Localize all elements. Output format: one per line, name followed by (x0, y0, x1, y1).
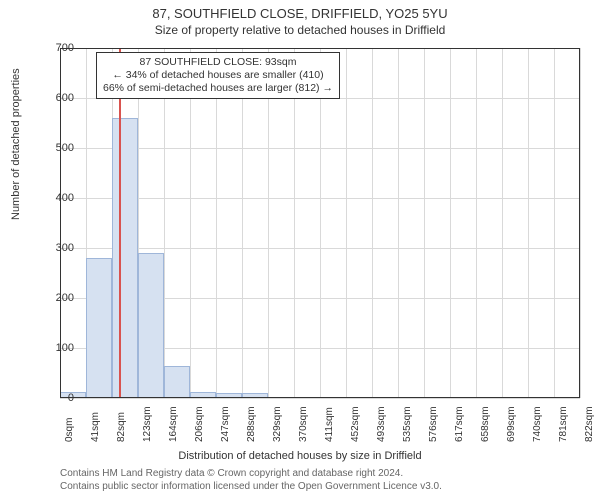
x-tick-label: 493sqm (376, 406, 387, 442)
y-tick-label: 700 (34, 42, 74, 54)
x-tick-label: 576sqm (428, 406, 439, 442)
x-tick-label: 781sqm (558, 406, 569, 442)
chart-container: { "title": "87, SOUTHFIELD CLOSE, DRIFFI… (0, 0, 600, 500)
gridline-v (346, 48, 347, 398)
gridline-v (528, 48, 529, 398)
histogram-bar (242, 393, 268, 398)
chart-title: 87, SOUTHFIELD CLOSE, DRIFFIELD, YO25 5Y… (0, 0, 600, 21)
x-tick-label: 411sqm (324, 407, 335, 442)
annotation-line2: ← 34% of detached houses are smaller (41… (103, 69, 333, 82)
gridline-v (216, 48, 217, 398)
gridline-v (294, 48, 295, 398)
chart-subtitle: Size of property relative to detached ho… (0, 21, 600, 37)
gridline-v (164, 48, 165, 398)
gridline-v (580, 48, 581, 398)
gridline-v (554, 48, 555, 398)
histogram-bar (190, 392, 216, 399)
histogram-bar (164, 366, 191, 399)
x-tick-label: 822sqm (584, 406, 595, 442)
y-tick-label: 600 (34, 92, 74, 104)
caption-line1: Contains HM Land Registry data © Crown c… (60, 468, 442, 481)
y-tick-label: 400 (34, 192, 74, 204)
property-marker-line (119, 48, 121, 398)
histogram-bar (112, 118, 138, 398)
gridline-h (60, 398, 580, 399)
annotation-box: 87 SOUTHFIELD CLOSE: 93sqm ← 34% of deta… (96, 52, 340, 99)
gridline-v (450, 48, 451, 398)
x-tick-label: 740sqm (532, 406, 543, 442)
x-tick-label: 164sqm (168, 406, 179, 442)
x-tick-label: 452sqm (350, 406, 361, 442)
plot-area (60, 48, 580, 398)
y-axis-title: Number of detached properties (10, 68, 22, 220)
gridline-v (476, 48, 477, 398)
caption-line2: Contains public sector information licen… (60, 481, 442, 494)
x-tick-label: 288sqm (246, 406, 257, 442)
gridline-v (398, 48, 399, 398)
x-tick-label: 123sqm (142, 406, 153, 442)
x-tick-label: 206sqm (194, 406, 205, 442)
gridline-v (190, 48, 191, 398)
histogram-bar (138, 253, 164, 398)
gridline-v (372, 48, 373, 398)
y-tick-label: 0 (34, 392, 74, 404)
annotation-line3: 66% of semi-detached houses are larger (… (103, 82, 333, 95)
x-tick-label: 329sqm (272, 406, 283, 442)
x-tick-label: 247sqm (220, 406, 231, 442)
annotation-line1: 87 SOUTHFIELD CLOSE: 93sqm (103, 56, 333, 69)
x-axis-title: Distribution of detached houses by size … (0, 450, 600, 462)
gridline-v (320, 48, 321, 398)
gridline-v (242, 48, 243, 398)
gridline-v (502, 48, 503, 398)
histogram-bar (216, 393, 242, 398)
x-tick-label: 658sqm (480, 406, 491, 442)
gridline-v (424, 48, 425, 398)
x-tick-label: 41sqm (90, 412, 101, 442)
x-tick-label: 699sqm (506, 406, 517, 442)
x-tick-label: 82sqm (116, 412, 127, 442)
x-tick-label: 370sqm (298, 406, 309, 442)
y-tick-label: 300 (34, 242, 74, 254)
y-tick-label: 100 (34, 342, 74, 354)
x-tick-label: 617sqm (454, 406, 465, 442)
x-tick-label: 0sqm (64, 418, 75, 442)
gridline-v (268, 48, 269, 398)
caption: Contains HM Land Registry data © Crown c… (60, 468, 442, 493)
y-tick-label: 200 (34, 292, 74, 304)
histogram-bar (86, 258, 112, 398)
y-tick-label: 500 (34, 142, 74, 154)
x-tick-label: 535sqm (402, 406, 413, 442)
